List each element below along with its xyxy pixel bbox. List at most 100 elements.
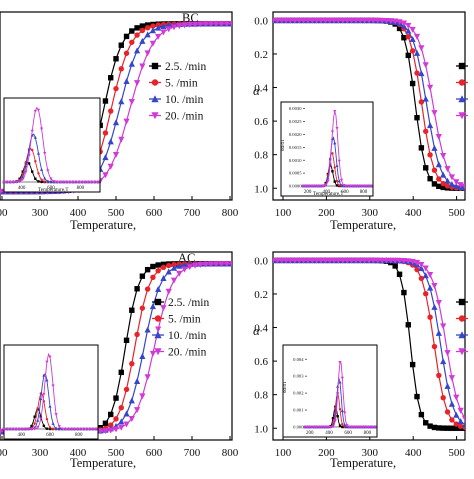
series-point xyxy=(176,262,183,269)
series-point xyxy=(160,264,167,270)
series-point xyxy=(149,27,157,34)
inset-peak-point xyxy=(88,427,92,431)
series-point xyxy=(405,258,412,265)
series-point xyxy=(150,263,156,270)
x-axis-label: Temperature, xyxy=(70,456,136,470)
series-point xyxy=(444,183,451,189)
series-point xyxy=(440,358,447,365)
series-point xyxy=(213,261,220,268)
series-point xyxy=(112,426,120,433)
series-point xyxy=(287,257,294,264)
series-point xyxy=(171,261,177,268)
inset-peak-point xyxy=(39,397,43,401)
series-point xyxy=(436,372,442,379)
series-point xyxy=(150,23,156,29)
chart-panel-2: 100 200 300 400 500 0.0 0.2 0.4 0.6 0.8 1.0 Tempera… xyxy=(253,11,468,232)
inset-peak-point xyxy=(368,425,372,429)
series-point xyxy=(431,424,438,431)
series-point xyxy=(113,395,119,401)
series-point xyxy=(392,263,398,269)
series-point xyxy=(113,416,119,422)
inset-peak-point xyxy=(352,425,356,429)
inset-x-tick-label: 400 xyxy=(323,190,331,195)
inset-peak-point xyxy=(347,425,351,429)
series-point xyxy=(0,188,4,195)
series-point xyxy=(274,17,281,24)
series-point xyxy=(444,166,451,173)
series-point xyxy=(374,17,381,24)
inset-peak-point xyxy=(364,425,368,429)
inset-peak-point xyxy=(5,427,9,431)
series-point xyxy=(128,397,135,404)
y-tick-label: 0.4 xyxy=(254,323,268,335)
inset-peak-point xyxy=(90,180,94,184)
series-point xyxy=(444,382,451,389)
legend-marker xyxy=(154,348,162,356)
inset-peak-point xyxy=(324,425,328,429)
series-point xyxy=(423,165,429,171)
inset-peak-point xyxy=(57,425,61,429)
series-point xyxy=(348,17,355,24)
series-point xyxy=(435,329,442,336)
y-tick-label: 0.4 xyxy=(254,83,268,95)
inset-peak-point xyxy=(45,417,49,421)
series-point xyxy=(330,257,338,264)
series-point xyxy=(144,50,151,57)
inset-peak-point xyxy=(60,427,64,431)
inset-frame xyxy=(282,344,378,438)
series-point xyxy=(361,17,368,24)
inset-x-tick-label: 200 xyxy=(306,431,314,436)
series-point xyxy=(118,136,125,143)
inset-peak-point xyxy=(36,151,41,155)
inset-peak-point xyxy=(337,159,341,163)
series-point xyxy=(282,17,290,24)
series-point xyxy=(139,63,146,70)
inset-peak-point xyxy=(341,423,344,426)
legend-marker xyxy=(458,62,466,70)
series-point xyxy=(392,18,399,25)
inset-peak-point xyxy=(17,427,21,431)
inset-peak-point xyxy=(54,413,58,417)
series-point xyxy=(414,393,420,400)
series-point xyxy=(207,261,215,268)
inset-y-tick-label: 0.000 xyxy=(293,425,304,430)
series-point xyxy=(134,286,140,292)
inset-peak-point xyxy=(338,184,341,187)
series-point xyxy=(387,257,394,264)
x-tick-label: 500 xyxy=(108,447,125,459)
inset-y-tick-label: 0.0030 xyxy=(289,106,302,111)
series-point xyxy=(144,326,151,333)
inset-peak-point xyxy=(26,427,31,431)
series-point xyxy=(405,22,412,29)
series-point xyxy=(149,40,157,47)
series-point xyxy=(165,268,172,275)
series-point xyxy=(326,257,333,264)
series-point xyxy=(134,25,140,31)
inset-peak-point xyxy=(345,424,349,428)
series-point xyxy=(431,110,438,117)
series-point xyxy=(426,271,434,278)
series-point xyxy=(444,350,451,357)
inset-peak-point xyxy=(82,427,86,431)
inset-peak-point xyxy=(54,426,58,430)
inset-peak-point xyxy=(303,184,307,188)
inset-chart: 0400600800Temperature,T xyxy=(2,97,101,193)
inset-peak-point xyxy=(91,427,95,431)
series-point xyxy=(461,415,465,422)
series-point xyxy=(149,303,157,310)
legend-marker xyxy=(151,95,159,103)
series-point xyxy=(139,273,146,279)
inset-y-tick-label: 0.0020 xyxy=(289,132,302,137)
series-point xyxy=(123,50,130,56)
series-point xyxy=(409,36,416,43)
series-point xyxy=(300,257,307,264)
x-tick-label: 400 xyxy=(70,207,87,219)
inset-peak-point xyxy=(42,424,46,428)
y-tick-label: 0.8 xyxy=(254,390,268,402)
series-area xyxy=(273,17,465,191)
x-tick-label: 300 xyxy=(362,447,379,459)
series-point xyxy=(139,393,146,400)
y-axis-label: α xyxy=(253,323,261,338)
inset-x-tick-label: 800 xyxy=(77,186,85,191)
